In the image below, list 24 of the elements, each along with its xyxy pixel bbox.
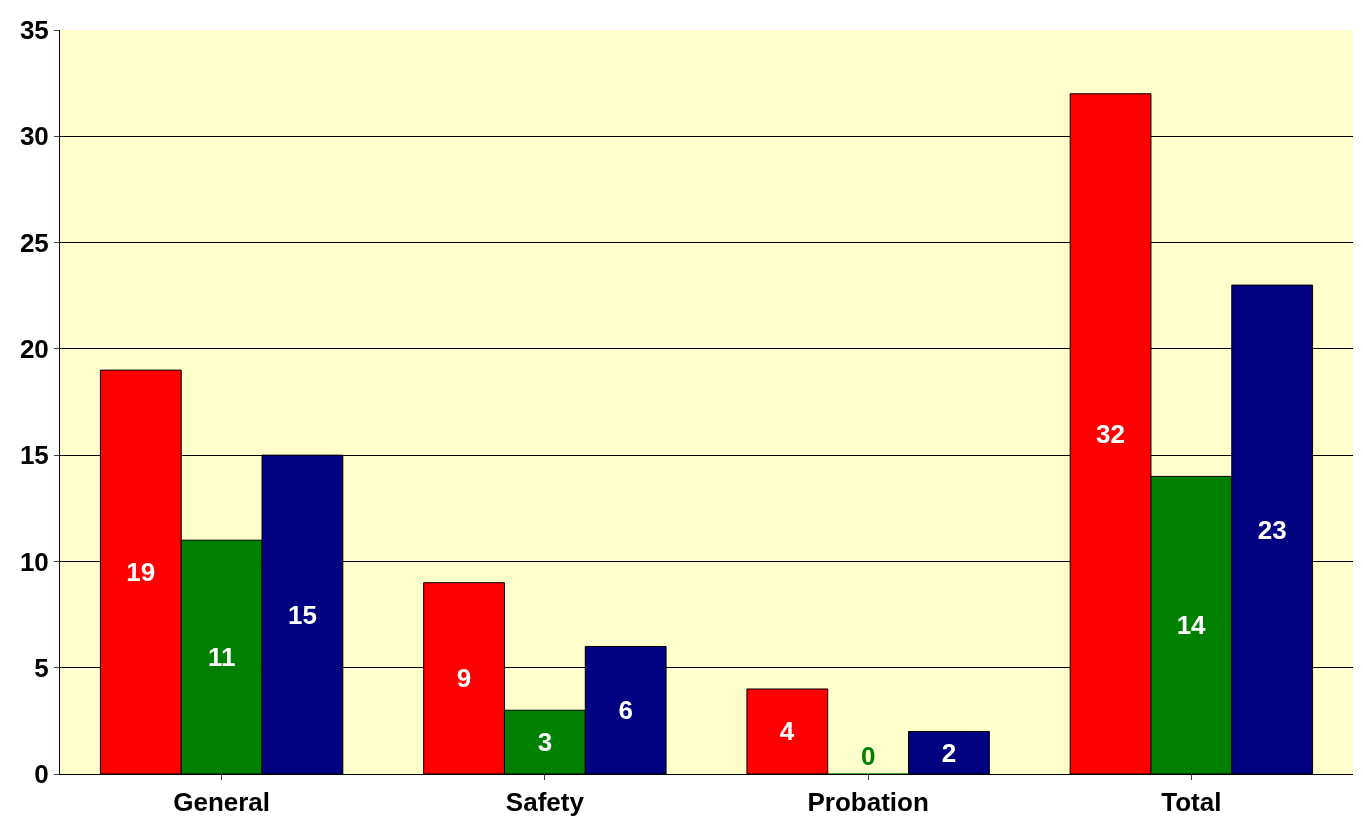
data-label: 3 — [537, 727, 553, 758]
data-label: 32 — [1096, 418, 1126, 449]
y-tick-label: 25 — [19, 227, 49, 258]
y-tick-label: 5 — [34, 652, 49, 683]
y-tick-label: 0 — [34, 759, 49, 790]
data-label: 4 — [779, 716, 795, 747]
data-label: 9 — [456, 663, 472, 694]
data-label: 15 — [287, 599, 317, 630]
data-label: 11 — [207, 642, 236, 673]
data-label: 2 — [941, 737, 957, 768]
y-tick-label: 15 — [19, 440, 49, 471]
data-label: 6 — [618, 695, 633, 726]
data-label: 23 — [1257, 514, 1287, 545]
data-label: 19 — [126, 557, 156, 588]
x-tick-label: Probation — [807, 787, 929, 818]
x-tick-label: Total — [1161, 787, 1222, 818]
x-tick-label: General — [173, 787, 271, 818]
data-label: 0 — [860, 741, 876, 771]
data-label: 14 — [1176, 610, 1207, 641]
y-tick-label: 10 — [19, 546, 49, 577]
x-tick-label: Safety — [505, 787, 585, 818]
y-tick-label: 20 — [19, 333, 49, 364]
y-tick-label: 35 — [19, 15, 49, 46]
y-tick-label: 30 — [19, 121, 49, 152]
